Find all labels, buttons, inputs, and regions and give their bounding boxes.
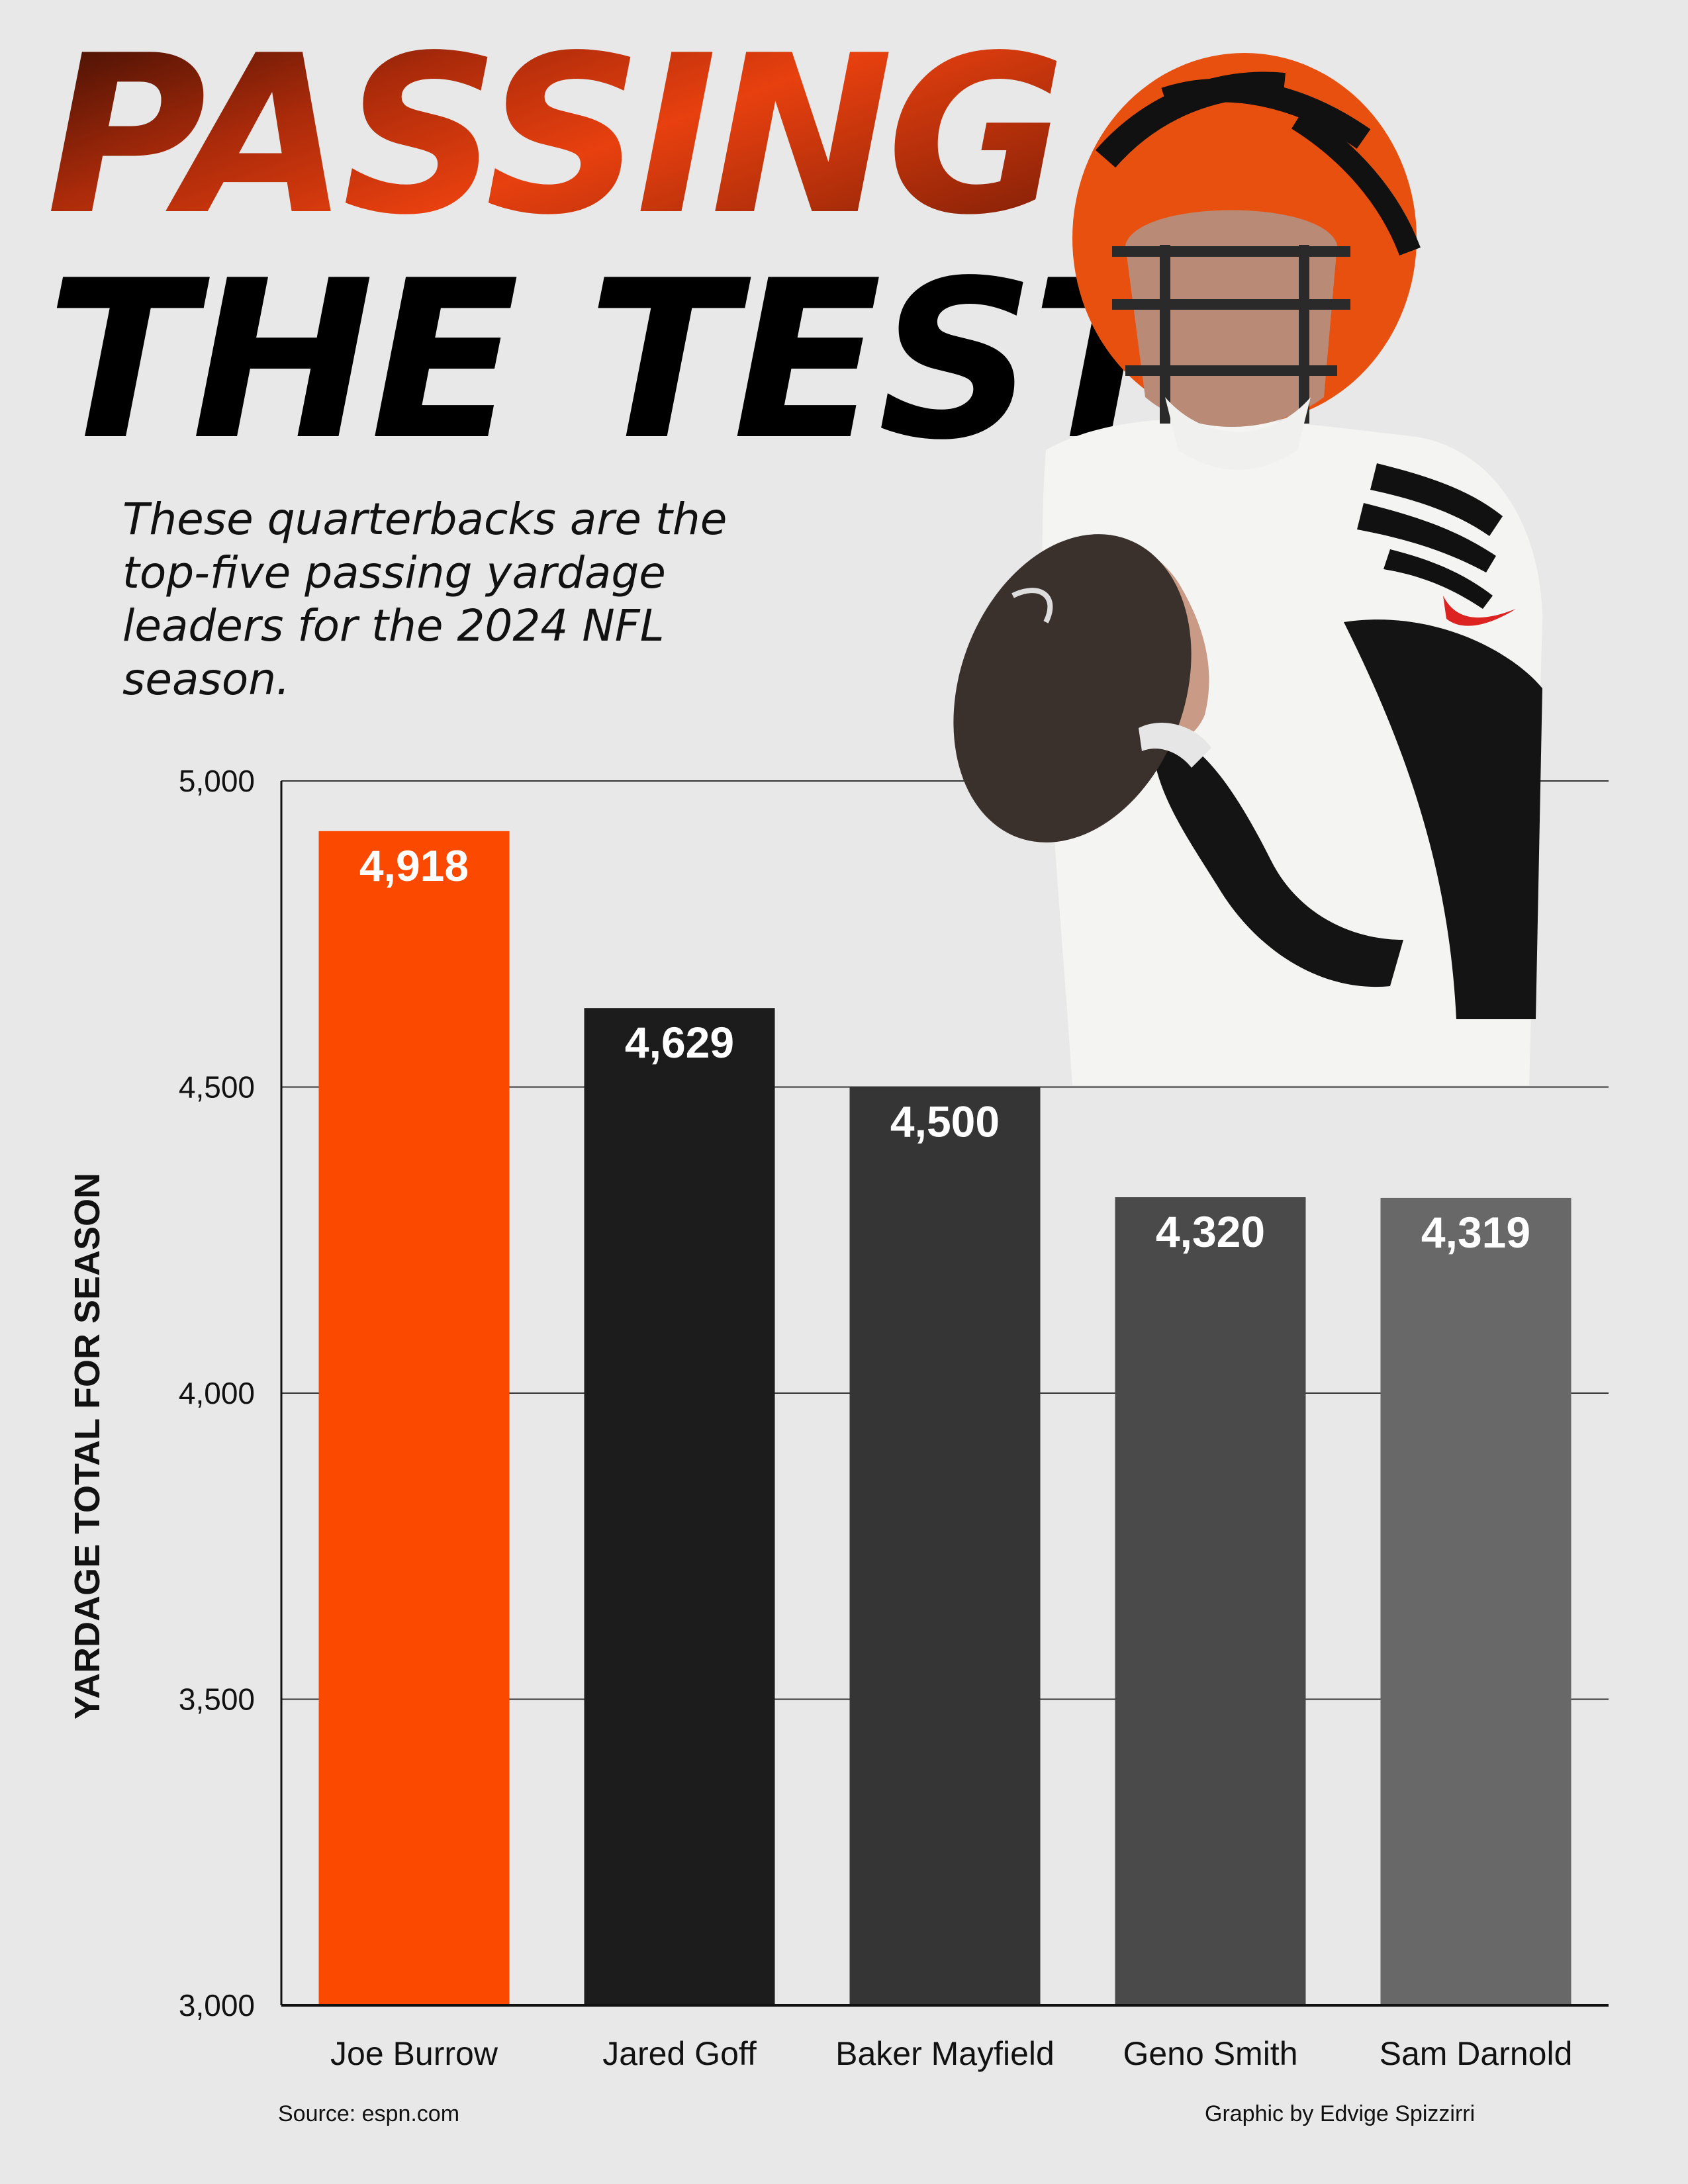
y-axis-label: YARDAGE TOTAL FOR SEASON (68, 1173, 107, 1719)
y-tick-label: 4,000 (179, 1376, 255, 1410)
y-tick-label: 3,000 (179, 1988, 255, 2023)
data-label: 4,918 (359, 841, 469, 890)
x-tick-label: Sam Darnold (1380, 2035, 1573, 2072)
y-tick-label: 5,000 (179, 764, 255, 798)
x-tick-label: Geno Smith (1123, 2035, 1297, 2072)
bar (1115, 1197, 1306, 2005)
bar (1380, 1197, 1571, 2005)
subtitle: These quarterbacks are the top-five pass… (122, 494, 727, 705)
y-tick-label: 4,500 (179, 1070, 255, 1105)
bar (584, 1008, 775, 2005)
data-label: 4,319 (1421, 1208, 1530, 1257)
x-tick-label: Joe Burrow (330, 2035, 498, 2072)
y-tick-label: 3,500 (179, 1682, 255, 1717)
data-label: 4,320 (1156, 1207, 1265, 1256)
graphic-credit: Graphic by Edvige Spizzirri (1205, 2101, 1476, 2126)
bar-layer: 4,918 4,629 4,500 4,320 4,319 (318, 831, 1571, 2005)
quarterback-photo (953, 53, 1542, 1085)
title-line-1: PASSING (46, 9, 1066, 263)
bar (318, 831, 510, 2005)
title-line-2: THE TEST (46, 234, 1180, 488)
data-label: 4,500 (890, 1097, 1000, 1146)
bar (849, 1087, 1041, 2005)
x-tick-label: Baker Mayfield (835, 2035, 1055, 2072)
axis-layer: 3,000 3,500 4,000 4,500 5,000 Joe Burrow Jared… (179, 764, 1609, 2072)
data-label: 4,629 (625, 1018, 734, 1067)
source-note: Source: espn.com (278, 2101, 460, 2126)
x-tick-label: Jared Goff (602, 2035, 757, 2072)
